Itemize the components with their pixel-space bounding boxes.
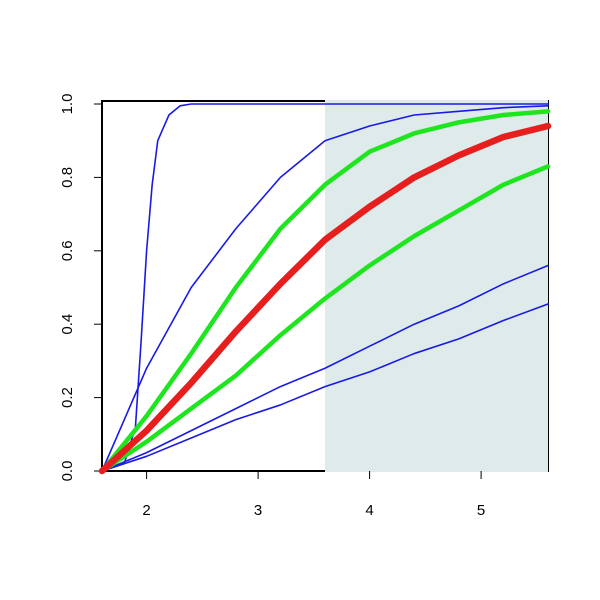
curve [99, 164, 551, 474]
x-tick-label: 3 [254, 502, 262, 519]
y-tick-label: 0.8 [59, 167, 76, 188]
shaded-region [325, 100, 548, 472]
y-tick-label: 1.0 [59, 94, 76, 115]
curve [101, 264, 549, 472]
y-tick-label: 0.0 [59, 461, 76, 482]
curve [101, 105, 549, 472]
y-tick-label: 0.2 [59, 387, 76, 408]
y-tick-label: 0.4 [59, 314, 76, 335]
x-tick-label: 4 [365, 502, 373, 519]
curve [101, 103, 549, 472]
x-tick-label: 5 [477, 502, 485, 519]
curve [101, 303, 549, 472]
curve [98, 122, 552, 475]
x-tick-label: 2 [142, 502, 150, 519]
y-tick-label: 0.6 [59, 240, 76, 261]
curve [99, 109, 551, 474]
